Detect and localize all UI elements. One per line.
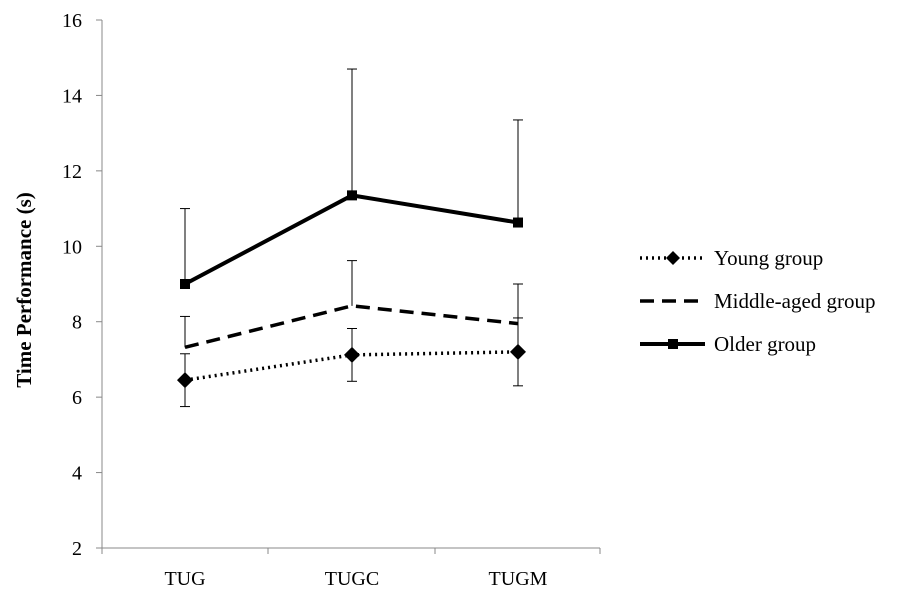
y-tick-label: 8: [72, 312, 82, 334]
y-tick-label: 2: [72, 538, 82, 560]
legend-item: Young group: [640, 246, 823, 270]
legend-marker: [666, 251, 680, 265]
x-tick-label: TUGM: [489, 568, 548, 590]
y-tick-label: 16: [62, 10, 82, 32]
legend-label: Older group: [714, 332, 816, 356]
data-point: [344, 346, 360, 363]
data-point: [513, 217, 523, 228]
x-tick-label: TUG: [164, 568, 205, 590]
series-young-group: [177, 317, 526, 408]
data-point: [180, 279, 190, 289]
legend-marker: [668, 339, 678, 349]
y-tick-label: 6: [72, 387, 82, 409]
x-tick-label: TUGC: [325, 568, 379, 590]
x-axis: TUG TUGC TUGM: [101, 547, 601, 590]
series-line: [184, 304, 519, 350]
legend-label: Middle-aged group: [714, 289, 876, 313]
legend-item: Middle-aged group: [640, 289, 876, 313]
y-axis-title: Time Performance (s): [12, 192, 36, 388]
plot-area: [177, 68, 526, 408]
data-point: [177, 372, 193, 389]
y-axis: 2 4 6 8 10 12 14 16: [62, 10, 103, 560]
data-point: [347, 190, 357, 201]
legend-item: Older group: [640, 332, 816, 356]
data-point: [510, 343, 526, 360]
series-older-group: [180, 68, 523, 289]
y-tick-label: 4: [72, 463, 82, 485]
series-middle-aged-group: [180, 260, 523, 350]
legend-label: Young group: [714, 246, 823, 270]
y-tick-label: 14: [62, 85, 82, 107]
legend: Young group Middle-aged group Older group: [640, 246, 876, 356]
y-tick-label: 12: [62, 161, 82, 183]
y-tick-label: 10: [62, 236, 82, 258]
